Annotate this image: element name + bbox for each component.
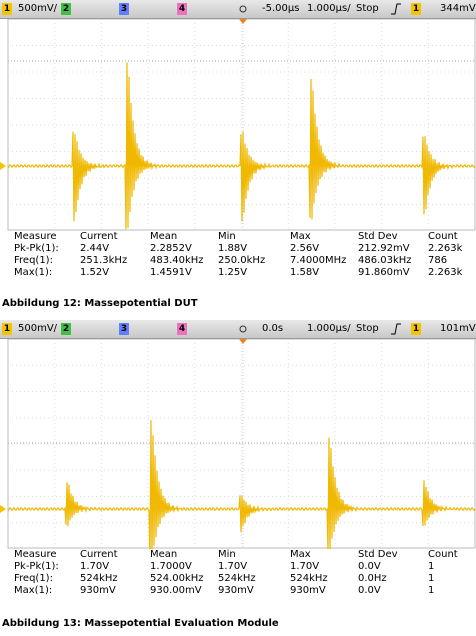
measure-value: 0.0V [358, 561, 381, 572]
measure-value: 1.70V [290, 561, 320, 572]
measure-value: 1.52V [80, 267, 110, 278]
measure-column-header: Measure [14, 231, 57, 242]
measure-value: 1.7000V [150, 561, 192, 572]
measure-value: 930mV [80, 585, 116, 596]
measure-value: 930mV [290, 585, 326, 596]
scope-screen [0, 339, 476, 549]
channel-1-button: 1 [2, 3, 12, 15]
measure-column-header: Mean [150, 549, 178, 560]
channel-4-button: 4 [177, 323, 187, 335]
measure-column-header: Min [218, 231, 236, 242]
measure-value: 0.0V [358, 585, 381, 596]
measure-value: 483.40kHz [150, 255, 204, 266]
measure-name: Pk-Pk(1): [14, 243, 59, 254]
measure-column-header: Max [290, 231, 311, 242]
measure-column-header: Measure [14, 549, 57, 560]
measure-value: 2.44V [80, 243, 110, 254]
trigger-marker [239, 19, 247, 24]
measure-value: 486.03kHz [358, 255, 412, 266]
measure-value: 1 [428, 573, 435, 584]
channel-3-button: 3 [119, 323, 129, 335]
measure-column-header: Current [80, 231, 118, 242]
measure-value: 91.860mV [358, 267, 410, 278]
timebase: 1.000µs/ [307, 323, 351, 334]
measure-value: 1.70V [218, 561, 248, 572]
waveform [8, 420, 476, 549]
measure-value: 2.263k [428, 243, 463, 254]
measure-column-header: Min [218, 549, 236, 560]
run-status: Stop [356, 323, 379, 334]
measure-name: Freq(1): [14, 573, 53, 584]
measure-value: 212.92mV [358, 243, 410, 254]
measure-value: 0.0Hz [358, 573, 387, 584]
trigger-level: 344mV [440, 3, 476, 14]
channel-3-button: 3 [119, 3, 129, 15]
ground-marker [0, 162, 6, 170]
measure-name: Max(1): [14, 585, 53, 596]
channel-1-scale: 500mV/ [18, 323, 58, 334]
measure-value: 786 [428, 255, 448, 266]
measure-value: 2.263k [428, 267, 463, 278]
header-icons [239, 3, 401, 15]
measure-value: 251.3kHz [80, 255, 128, 266]
trigger-slope-icon [391, 3, 401, 15]
measure-value: 1.58V [290, 267, 320, 278]
measure-name: Max(1): [14, 267, 53, 278]
measure-value: 1.25V [218, 267, 248, 278]
ground-marker [0, 505, 6, 513]
measure-column-header: Count [428, 231, 458, 242]
measure-value: 250.0kHz [218, 255, 266, 266]
measure-column-header: Count [428, 549, 458, 560]
trigger-position-icon [239, 325, 247, 333]
channel-1-button: 1 [2, 323, 12, 335]
trigger-position-icon [239, 5, 247, 13]
channel-4-button: 4 [177, 3, 187, 15]
run-status: Stop [356, 3, 379, 14]
measure-column-header: Std Dev [358, 549, 398, 560]
measure-value: 1.4591V [150, 267, 192, 278]
measure-value: 1 [428, 561, 435, 572]
measure-column-header: Std Dev [358, 231, 398, 242]
trigger-marker [239, 339, 247, 344]
trigger-slope-icon [391, 323, 401, 335]
measure-value: 524kHz [80, 573, 118, 584]
waveform [8, 62, 476, 230]
channel-1-scale: 500mV/ [18, 3, 58, 14]
channel-2-button: 2 [61, 323, 71, 335]
trigger-level: 101mV [440, 323, 476, 334]
measure-value: 524kHz [218, 573, 256, 584]
timebase: 1.000µs/ [307, 3, 351, 14]
figure-caption: Abbildung 13: Massepotential Evaluation … [2, 618, 279, 629]
scope-screen [0, 19, 476, 231]
measure-value: 930mV [218, 585, 254, 596]
measure-value: 1.88V [218, 243, 248, 254]
measure-column-header: Max [290, 549, 311, 560]
measure-value: 524kHz [290, 573, 328, 584]
measure-column-header: Current [80, 549, 118, 560]
measure-name: Pk-Pk(1): [14, 561, 59, 572]
measure-value: 930.00mV [150, 585, 202, 596]
figure-caption: Abbildung 12: Massepotential DUT [2, 298, 198, 309]
delay: 0.0s [262, 323, 284, 334]
measure-value: 1.70V [80, 561, 110, 572]
channel-2-button: 2 [61, 3, 71, 15]
trigger-source: 1 [411, 3, 421, 15]
measure-value: 7.4000MHz [290, 255, 347, 266]
measure-value: 1 [428, 585, 435, 596]
header-icons [239, 323, 401, 335]
measure-column-header: Mean [150, 231, 178, 242]
delay: -5.00µs [262, 3, 300, 14]
trigger-source: 1 [411, 323, 421, 335]
measure-name: Freq(1): [14, 255, 53, 266]
measure-value: 2.56V [290, 243, 320, 254]
measure-value: 524.00kHz [150, 573, 204, 584]
measure-value: 2.2852V [150, 243, 192, 254]
